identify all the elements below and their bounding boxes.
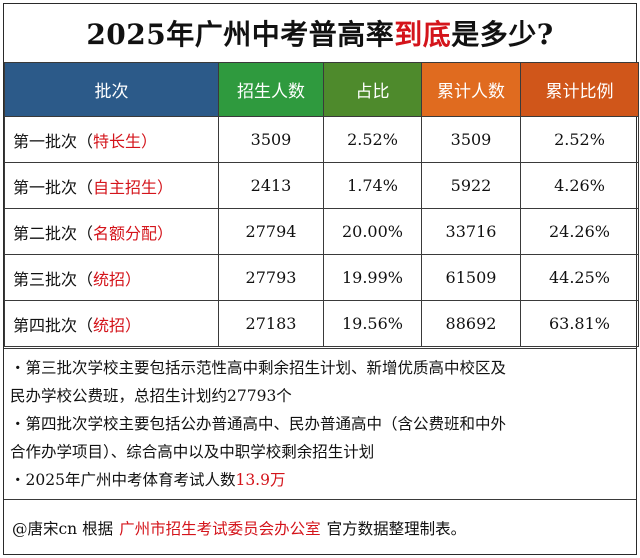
- note-line: ・2025年广州中考体育考试人数13.9万: [10, 466, 630, 494]
- cumulative-cell: 3509: [421, 116, 521, 163]
- cumulative-ratio-cell: 4.26%: [520, 162, 639, 209]
- table-row: 第四批次（统招） 27183 19.56% 88692 63.81%: [4, 300, 639, 347]
- page-title: 2025年广州中考普高率 到底 是多少?: [4, 4, 636, 62]
- batch-label: 第一批次（: [13, 177, 94, 197]
- cumulative-ratio-cell: 44.25%: [520, 254, 639, 301]
- header-ratio: 占比: [323, 62, 422, 117]
- batch-tag: 名额分配: [93, 223, 158, 243]
- title-suffix: 是多少?: [451, 18, 554, 51]
- cumulative-cell: 5922: [421, 162, 521, 209]
- source-footer: @唐宋cn 根据 广州市招生考试委员会办公室 官方数据整理制表。: [4, 500, 636, 556]
- table-row: 第二批次（名额分配） 27794 20.00% 33716 24.26%: [4, 208, 639, 255]
- quota-cell: 27183: [218, 300, 324, 347]
- footer-org: 广州市招生考试委员会办公室: [119, 520, 321, 538]
- batch-label: 第四批次（: [13, 315, 94, 335]
- table-row: 第三批次（统招） 27793 19.99% 61509 44.25%: [4, 254, 639, 301]
- batch-cell: 第二批次（名额分配）: [4, 208, 219, 255]
- batch-close: ）: [157, 223, 174, 243]
- ratio-cell: 20.00%: [323, 208, 422, 255]
- footer-author: @唐宋cn 根据: [12, 520, 114, 538]
- batch-close: ）: [125, 269, 142, 289]
- batch-close: ）: [141, 131, 158, 151]
- quota-cell: 2413: [218, 162, 324, 209]
- batch-cell: 第三批次（统招）: [4, 254, 219, 301]
- ratio-cell: 1.74%: [323, 162, 422, 209]
- batch-label: 第二批次（: [13, 223, 94, 243]
- header-quota: 招生人数: [218, 62, 324, 117]
- ratio-cell: 2.52%: [323, 116, 422, 163]
- batch-cell: 第一批次（特长生）: [4, 116, 219, 163]
- cumulative-cell: 88692: [421, 300, 521, 347]
- note-line: ・第三批次学校主要包括示范性高中剩余招生计划、新增优质高中校区及: [10, 359, 507, 377]
- table-row: 第一批次（自主招生） 2413 1.74% 5922 4.26%: [4, 162, 639, 209]
- batch-cell: 第四批次（统招）: [4, 300, 219, 347]
- batch-tag: 统招: [93, 269, 126, 289]
- batch-label: 第一批次（: [13, 131, 94, 151]
- header-cumulative: 累计人数: [421, 62, 521, 117]
- note-line: 合作办学项目）、综合高中以及中职学校剩余招生计划: [10, 443, 375, 461]
- cumulative-cell: 61509: [421, 254, 521, 301]
- quota-cell: 27794: [218, 208, 324, 255]
- title-prefix: 2025年广州中考普高率: [86, 18, 395, 51]
- batch-tag: 自主招生: [93, 177, 158, 197]
- admission-table: 批次 招生人数 占比 累计人数 累计比例 第一批次（特长生） 3509 2.52…: [4, 62, 639, 347]
- note-line-prefix: ・2025年广州中考体育考试人数: [10, 471, 236, 489]
- batch-tag: 统招: [93, 315, 126, 335]
- title-highlight: 到底: [394, 18, 452, 51]
- cumulative-cell: 33716: [421, 208, 521, 255]
- header-batch: 批次: [4, 62, 219, 117]
- footer-suffix: 官方数据整理制表。: [326, 520, 467, 538]
- header-cumulative-ratio: 累计比例: [520, 62, 639, 117]
- table-row: 第一批次（特长生） 3509 2.52% 3509 2.52%: [4, 116, 639, 163]
- ratio-cell: 19.99%: [323, 254, 422, 301]
- infographic-frame: 2025年广州中考普高率 到底 是多少? 批次 招生人数 占比 累计人数 累计比例 …: [3, 3, 639, 556]
- batch-close: ）: [125, 315, 142, 335]
- batch-tag: 特长生: [93, 131, 142, 151]
- note-line-highlight: 13.9万: [235, 471, 286, 489]
- cumulative-ratio-cell: 24.26%: [520, 208, 639, 255]
- cumulative-ratio-cell: 2.52%: [520, 116, 639, 163]
- table-header-row: 批次 招生人数 占比 累计人数 累计比例: [4, 62, 639, 117]
- note-line: 民办学校公费班，总招生计划约27793个: [10, 387, 292, 405]
- quota-cell: 3509: [218, 116, 324, 163]
- ratio-cell: 19.56%: [323, 300, 422, 347]
- batch-cell: 第一批次（自主招生）: [4, 162, 219, 209]
- batch-close: ）: [157, 177, 174, 197]
- note-line: ・第四批次学校主要包括公办普通高中、民办普通高中（含公费班和中外: [10, 415, 507, 433]
- batch-label: 第三批次（: [13, 269, 94, 289]
- quota-cell: 27793: [218, 254, 324, 301]
- cumulative-ratio-cell: 63.81%: [520, 300, 639, 347]
- notes-section: ・第三批次学校主要包括示范性高中剩余招生计划、新增优质高中校区及 民办学校公费班…: [4, 348, 636, 500]
